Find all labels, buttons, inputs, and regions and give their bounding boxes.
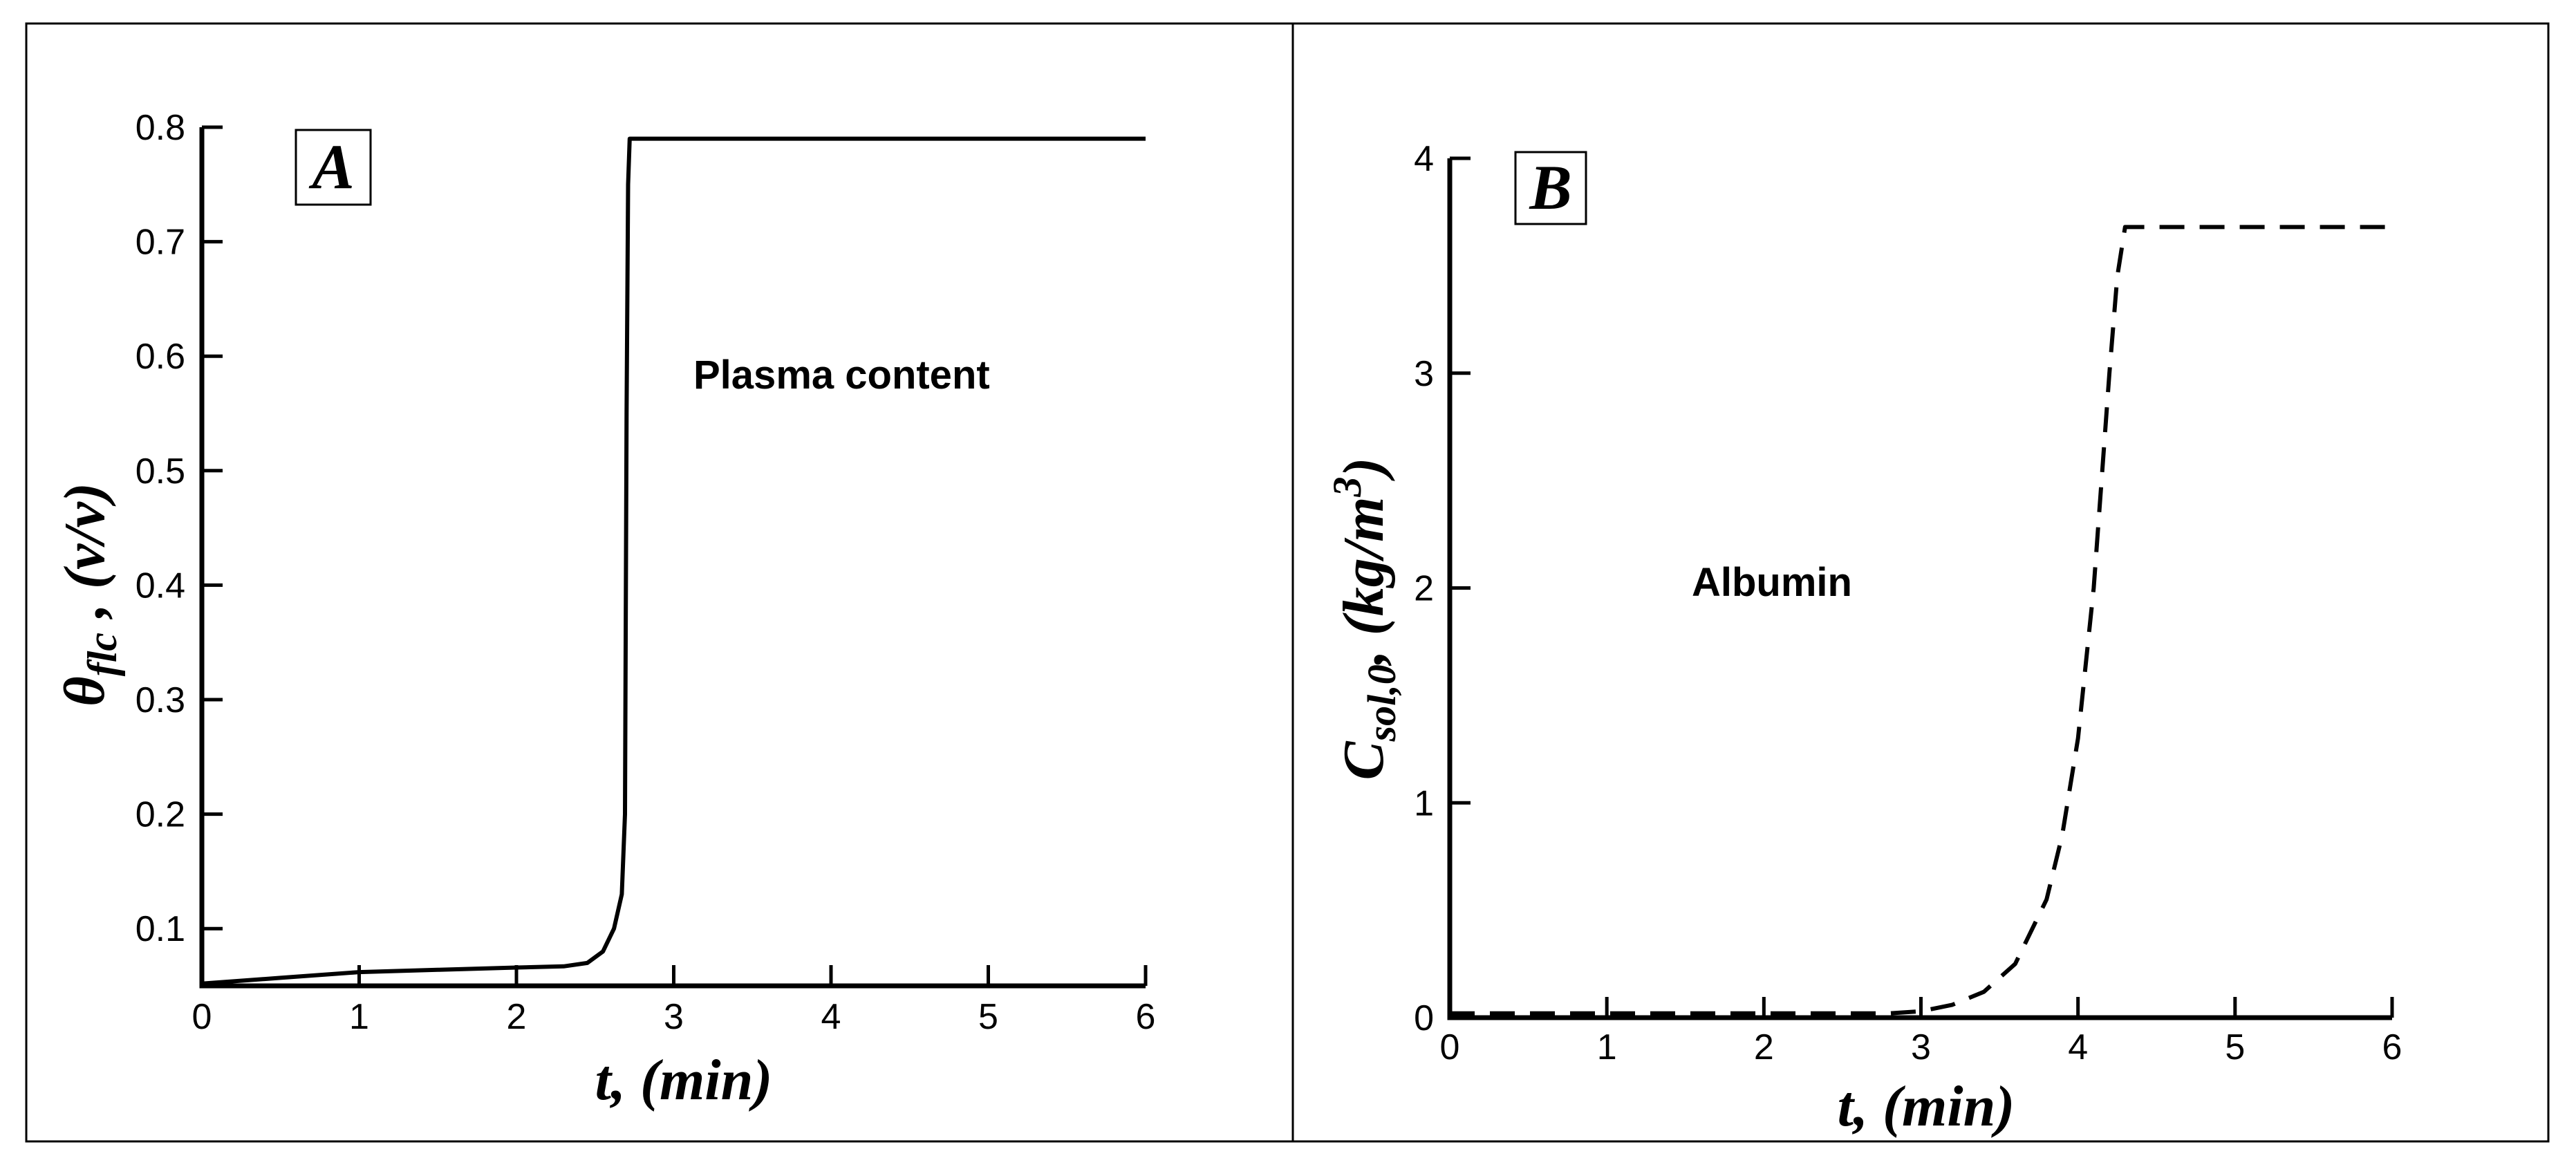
panel-b-series	[1450, 225, 2392, 1016]
panel-a-y-tick-label: 0.7	[136, 223, 185, 263]
panel-a-y-axis-title: θflc , (v/v)	[53, 483, 125, 707]
panel-a-tick-labels: 0 1 2 3 4 5 6 0.1 0.2 0.3 0.4 0.5 0.6 0.7 0.8	[136, 108, 1156, 1037]
panel-a-x-tick-label: 5	[978, 997, 998, 1037]
panel-b: 0 1 2 3 4 5 6 0 1 2 3 4 B Albumin t, (min) Csol,0, …	[1325, 139, 2402, 1139]
panel-b-y-tick-label: 2	[1414, 569, 1434, 609]
panel-b-axes	[1447, 158, 2392, 1020]
panel-b-y-axis-title: Csol,0, (kg/m3)	[1325, 458, 1404, 781]
panel-b-axis-lines	[1447, 158, 2392, 1020]
panel-b-x-tick-label: 4	[2068, 1027, 2088, 1067]
panel-a-x-tick-label: 2	[507, 997, 527, 1037]
panel-b-x-tick-label: 6	[2382, 1027, 2402, 1067]
panel-a-x-tick-label: 1	[349, 997, 369, 1037]
panel-b-x-axis-title: t, (min)	[1838, 1074, 2015, 1139]
panel-a-y-tick-label: 0.1	[136, 909, 185, 949]
panel-a-annotation: Plasma content	[693, 353, 990, 398]
panel-b-frame	[1291, 22, 2550, 1143]
panel-b-x-tick-label: 5	[2225, 1027, 2245, 1067]
panel-b-x-tick-label: 3	[1911, 1027, 1931, 1067]
panel-a-y-tick-label: 0.3	[136, 680, 185, 720]
panel-a-axes	[199, 127, 1146, 989]
panel-a-frame	[25, 22, 1294, 1143]
panel-b-y-tick-label: 4	[1414, 139, 1434, 179]
panel-a-x-tick-label: 6	[1136, 997, 1156, 1037]
panel-a-series-line	[201, 136, 1146, 986]
panel-a-y-tick-label: 0.5	[136, 451, 185, 492]
panel-b-y-tick-label: 0	[1414, 998, 1434, 1038]
panel-b-annotation: Albumin	[1692, 560, 1852, 605]
panel-a-y-tick-label: 0.2	[136, 795, 185, 835]
panel-b-y-tick-label: 3	[1414, 354, 1434, 394]
panel-b-letter: B	[1529, 152, 1571, 223]
panel-b-letter-box	[1514, 151, 1587, 225]
panel-b-series-line	[1450, 225, 2392, 1016]
panel-b-tick-labels: 0 1 2 3 4 5 6 0 1 2 3 4	[1414, 139, 2402, 1067]
panel-b-ticks	[1448, 156, 2394, 1020]
panel-a-y-tick-label: 0.8	[136, 108, 185, 148]
panel-a-letter-box	[295, 129, 372, 206]
panel-b-x-tick-label: 1	[1597, 1027, 1617, 1067]
panel-b-x-tick-label: 2	[1754, 1027, 1774, 1067]
panel-a-x-axis-title: t, (min)	[595, 1048, 773, 1112]
panel-a-x-tick-label: 0	[192, 997, 212, 1037]
panel-a-y-tick-label: 0.4	[136, 566, 185, 606]
panel-a-letter: A	[308, 131, 354, 202]
panel-a-series	[201, 136, 1146, 986]
panel-b-y-tick-label: 1	[1414, 783, 1434, 823]
panel-a-x-tick-label: 4	[821, 997, 841, 1037]
panel-a-axis-lines	[199, 127, 1146, 989]
panel-b-x-tick-label: 0	[1440, 1027, 1460, 1067]
panel-a-ticks	[200, 125, 1148, 986]
panel-a-y-tick-label: 0.6	[136, 337, 185, 377]
panel-a: 0 1 2 3 4 5 6 0.1 0.2 0.3 0.4 0.5 0.6 0.7 0.8 A Plasma…	[53, 108, 1155, 1112]
panel-a-x-tick-label: 3	[664, 997, 684, 1037]
